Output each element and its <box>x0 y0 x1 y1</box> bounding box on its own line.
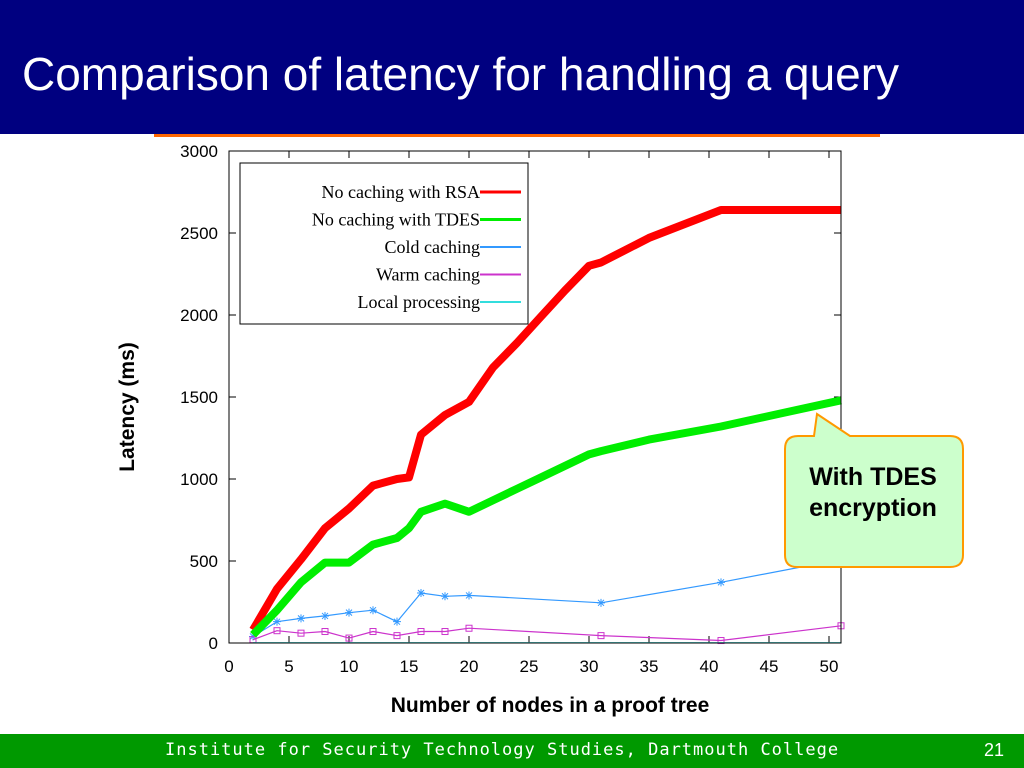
callout-shape <box>784 412 964 568</box>
series-line <box>252 625 842 642</box>
data-point <box>369 606 377 615</box>
y-tick-label: 2500 <box>180 224 218 243</box>
title-underline <box>154 134 880 137</box>
data-point <box>465 624 473 632</box>
legend-entry: Cold caching <box>385 237 521 257</box>
series-line <box>252 558 842 637</box>
x-tick-label: 20 <box>460 657 479 676</box>
data-point <box>597 632 605 640</box>
data-point <box>441 628 449 636</box>
legend-entry: No caching with RSA <box>322 182 521 202</box>
x-tick-label: 5 <box>284 657 293 676</box>
y-tick-label: 1000 <box>180 470 218 489</box>
data-point <box>717 637 725 645</box>
x-tick-label: 35 <box>640 657 659 676</box>
legend-label: Warm caching <box>376 265 480 285</box>
y-tick-label: 2000 <box>180 306 218 325</box>
y-tick-label: 3000 <box>180 142 218 161</box>
data-point <box>369 628 377 636</box>
page-number: 21 <box>983 740 1004 760</box>
series-line <box>249 206 841 632</box>
data-point <box>321 611 329 620</box>
legend: No caching with RSA No caching with TDES C… <box>239 162 529 325</box>
data-point <box>345 608 353 617</box>
series-warm-caching <box>249 622 845 645</box>
x-tick-label: 15 <box>400 657 419 676</box>
data-point <box>717 578 725 587</box>
legend-label: Cold caching <box>385 237 480 257</box>
title-bar <box>0 0 1024 134</box>
x-tick-label: 30 <box>580 657 599 676</box>
x-tick-label: 0 <box>224 657 233 676</box>
y-tick-label: 1500 <box>180 388 218 407</box>
data-point <box>597 598 605 607</box>
data-point <box>417 628 425 636</box>
x-tick-label: 25 <box>520 657 539 676</box>
legend-entry: Warm caching <box>376 265 521 285</box>
series-no-caching-with-tdes <box>250 396 842 638</box>
series-line <box>250 396 842 638</box>
legend-entry: Local processing <box>358 292 521 312</box>
data-point <box>441 592 449 601</box>
data-point <box>393 632 401 640</box>
data-point <box>321 628 329 636</box>
data-point <box>273 627 281 635</box>
data-point <box>297 614 305 623</box>
data-point <box>417 588 425 597</box>
x-axis-title: Number of nodes in a proof tree <box>391 694 710 717</box>
legend-box <box>239 162 529 325</box>
y-tick-label: 500 <box>190 552 218 571</box>
series-no-caching-with-rsa <box>249 206 841 632</box>
x-tick-label: 50 <box>820 657 839 676</box>
x-tick-labels: 0 5 10 15 20 25 30 35 40 45 50 <box>224 657 838 676</box>
x-tick-label: 45 <box>760 657 779 676</box>
data-point <box>297 629 305 637</box>
legend-label: No caching with TDES <box>312 210 480 230</box>
x-tick-label: 10 <box>340 657 359 676</box>
series-cold-caching <box>249 555 845 641</box>
slide-title: Comparison of latency for handling a que… <box>22 48 900 100</box>
legend-label: Local processing <box>358 292 480 312</box>
latency-chart: 0 5 10 15 20 25 30 35 40 45 50 0 500 1000 1500 2000 250… <box>116 142 964 717</box>
plot-frame <box>228 150 842 644</box>
y-tick-labels: 0 500 1000 1500 2000 2500 3000 <box>180 142 218 653</box>
data-point <box>345 634 353 642</box>
footer-bar <box>0 734 1024 768</box>
x-tick-label: 40 <box>700 657 719 676</box>
data-point <box>393 617 401 626</box>
legend-entry: No caching with TDES <box>312 210 521 230</box>
y-axis-title: Latency (ms) <box>116 342 139 472</box>
legend-label: No caching with RSA <box>322 182 480 202</box>
callout-text: With TDES encryption <box>809 463 937 522</box>
data-point <box>273 617 281 626</box>
y-tick-label: 0 <box>209 634 218 653</box>
data-point <box>465 591 473 600</box>
footer-text: Institute for Security Technology Studie… <box>165 740 840 760</box>
callout-bubble <box>784 412 964 568</box>
